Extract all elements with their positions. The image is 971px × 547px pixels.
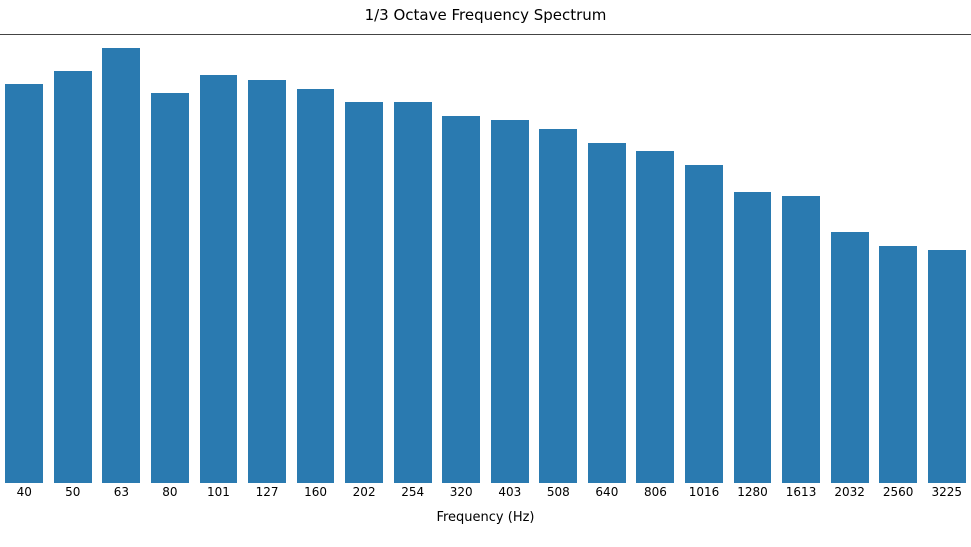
x-tick: 80 [162, 485, 177, 499]
bar [685, 165, 723, 483]
x-tick: 40 [17, 485, 32, 499]
x-tick: 508 [547, 485, 570, 499]
x-tick: 127 [256, 485, 279, 499]
bars-container [0, 35, 971, 483]
x-tick: 2032 [834, 485, 865, 499]
bar [879, 246, 917, 483]
bar [54, 71, 92, 483]
x-tick: 3225 [931, 485, 962, 499]
plot-area [0, 34, 971, 483]
bar [102, 48, 140, 483]
bar [734, 192, 772, 483]
x-tick: 1280 [737, 485, 768, 499]
x-tick: 50 [65, 485, 80, 499]
x-tick: 320 [450, 485, 473, 499]
spectrum-chart: 1/3 Octave Frequency Spectrum 40 50 63 80 10… [0, 0, 971, 547]
x-tick: 2560 [883, 485, 914, 499]
x-tick: 254 [401, 485, 424, 499]
x-tick: 101 [207, 485, 230, 499]
bar [491, 120, 529, 483]
x-tick: 640 [595, 485, 618, 499]
x-tick: 1613 [786, 485, 817, 499]
chart-title: 1/3 Octave Frequency Spectrum [0, 6, 971, 24]
x-tick: 806 [644, 485, 667, 499]
bar [200, 75, 238, 483]
bar [782, 196, 820, 483]
bar [297, 89, 335, 483]
bar [928, 250, 966, 483]
bar [151, 93, 189, 483]
x-tick-labels: 40 50 63 80 101 127 160 202 254 320 403 508 640 806 10… [0, 485, 971, 503]
bar [588, 143, 626, 483]
x-axis-label: Frequency (Hz) [0, 510, 971, 525]
x-tick: 160 [304, 485, 327, 499]
bar [442, 116, 480, 483]
x-tick: 202 [353, 485, 376, 499]
bar [248, 80, 286, 483]
bar [831, 232, 869, 483]
bar [636, 151, 674, 483]
bar [5, 84, 43, 483]
x-tick: 1016 [689, 485, 720, 499]
bar [394, 102, 432, 483]
bar [539, 129, 577, 483]
x-tick: 63 [114, 485, 129, 499]
x-tick: 403 [498, 485, 521, 499]
bar [345, 102, 383, 483]
